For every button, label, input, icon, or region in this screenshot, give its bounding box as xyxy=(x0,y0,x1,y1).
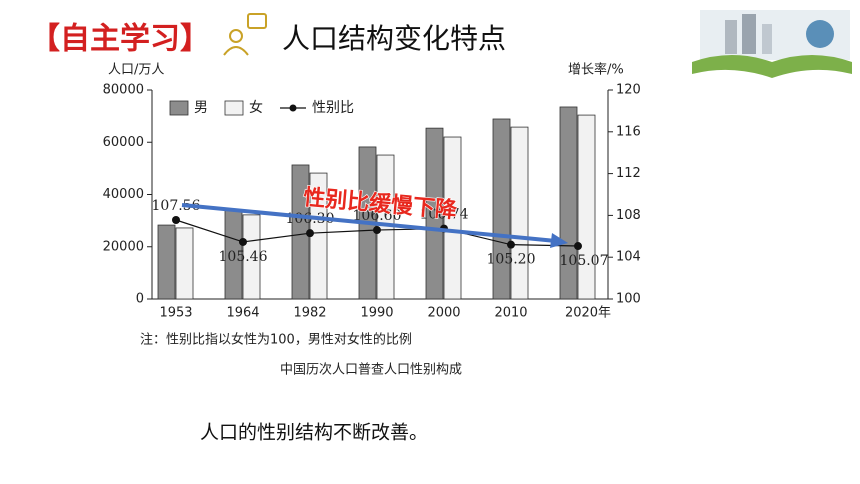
point xyxy=(306,229,314,238)
bar xyxy=(425,127,444,300)
point xyxy=(507,240,515,249)
value-label: 107.56 xyxy=(152,198,201,214)
trend-arrow xyxy=(181,203,557,243)
chart-caption: 中国历次人口普查人口性别构成 xyxy=(280,362,462,378)
point xyxy=(172,215,180,224)
bar xyxy=(242,214,261,300)
value-label: 105.07 xyxy=(560,253,609,269)
x-tick-label: 1953 xyxy=(159,306,192,321)
x-tick-label: 1990 xyxy=(360,306,393,321)
y-tick-label: 20000 xyxy=(103,239,144,254)
y-tick-label: 60000 xyxy=(103,135,144,150)
y2-tick-label: 108 xyxy=(616,208,641,223)
point xyxy=(373,226,381,235)
value-label: 105.20 xyxy=(487,252,536,268)
bar xyxy=(492,118,511,300)
bar xyxy=(175,227,194,300)
x-tick-label: 2000 xyxy=(427,306,460,321)
point xyxy=(574,242,582,251)
y2-tick-label: 112 xyxy=(616,166,641,181)
chart-note: 注：性别比指以女性为100，男性对女性的比例 xyxy=(140,332,412,348)
x-tick-label: 1982 xyxy=(293,306,326,321)
x-tick-label: 2020年 xyxy=(565,306,611,321)
x-tick-label: 2010 xyxy=(494,306,527,321)
trend-arrowhead xyxy=(550,233,568,248)
bar xyxy=(443,136,462,300)
legend-marker xyxy=(289,104,297,112)
header-title: 人口结构变化特点 xyxy=(282,22,506,55)
y-axis-label: 人口/万人 xyxy=(108,63,164,78)
legend-swatch xyxy=(169,100,189,116)
point xyxy=(239,237,247,246)
bar xyxy=(157,224,176,300)
legend-label: 男 xyxy=(194,100,208,116)
y-tick-label: 40000 xyxy=(103,187,144,202)
y-tick-label: 0 xyxy=(136,292,144,307)
bar xyxy=(559,106,578,300)
y-tick-label: 80000 xyxy=(103,83,144,98)
header-icon xyxy=(223,13,267,56)
plot: 0 20000 40000 60000 80000 100 104 108 112 116 120 1… xyxy=(103,83,641,321)
legend-swatch xyxy=(224,100,244,116)
body-text: 人口的性别结构不断改善。 xyxy=(200,422,428,444)
y2-tick-label: 100 xyxy=(616,292,641,307)
value-label: 105.46 xyxy=(219,249,268,265)
y2-tick-label: 120 xyxy=(616,83,641,98)
y2-tick-label: 104 xyxy=(616,250,641,265)
header-tag: 【自主学习】 xyxy=(30,22,210,57)
x-tick-label: 1964 xyxy=(226,306,259,321)
y2-axis-label: 增长率/% xyxy=(568,62,624,78)
bar xyxy=(510,126,529,300)
value-label: 106.60 xyxy=(353,208,402,224)
value-label: 106.74 xyxy=(420,207,469,223)
legend-label: 性别比 xyxy=(312,100,354,116)
bar xyxy=(577,114,596,300)
y2-tick-label: 116 xyxy=(616,124,641,139)
legend-label: 女 xyxy=(249,99,263,116)
book-decoration xyxy=(692,10,852,78)
